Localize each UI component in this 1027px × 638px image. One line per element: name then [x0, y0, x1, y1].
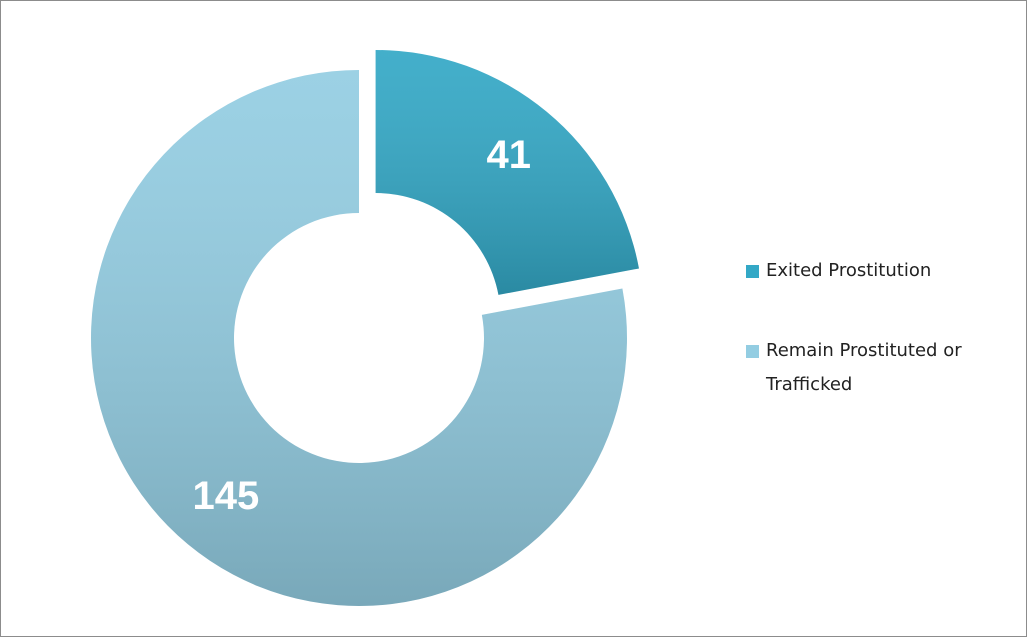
legend-swatch	[746, 345, 759, 358]
data-label: 145	[193, 474, 260, 518]
legend-swatch	[746, 265, 759, 278]
legend-item: Exited Prostitution	[746, 254, 1016, 288]
legend-item: Remain Prostituted or Trafficked	[746, 334, 1016, 402]
data-label: 41	[486, 133, 531, 177]
slice-shade	[375, 49, 639, 295]
slice-shade	[91, 69, 628, 607]
legend-label: Exited Prostitution	[766, 260, 932, 281]
legend-label: Remain Prostituted or Trafficked	[766, 340, 962, 395]
